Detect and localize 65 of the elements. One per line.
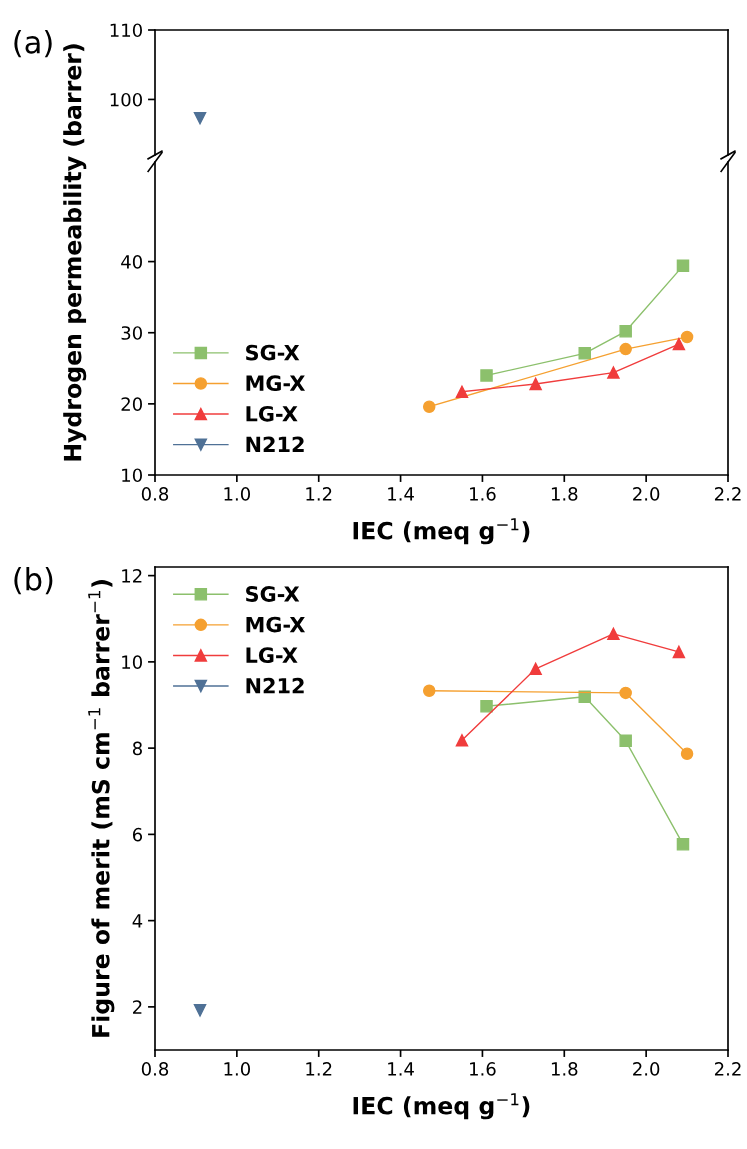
y-axis-title: Hydrogen permeability (barrer) — [63, 44, 87, 461]
y-tick-label: 2 — [133, 1000, 142, 1014]
legend-label: MG-X — [246, 616, 306, 633]
point — [619, 734, 632, 748]
point — [619, 342, 632, 356]
y-tick-label: 10 — [122, 655, 142, 669]
legend-label: SG-X — [246, 344, 300, 361]
text: (a) — [14, 30, 52, 58]
x-tick-label: 1.2 — [306, 487, 332, 501]
legend-label: LG-X — [246, 647, 298, 664]
point — [672, 337, 686, 351]
x-tick-label: 1.6 — [470, 1062, 496, 1076]
point — [529, 662, 542, 676]
x-axis-title: IEC (meq g$^{−1}$) — [353, 1093, 530, 1120]
point — [480, 700, 493, 713]
legend-label: LG-X — [246, 405, 298, 422]
x-tick-label: 0.8 — [141, 1062, 169, 1076]
y-tick-label: 10 — [122, 468, 142, 483]
point — [672, 645, 686, 659]
y-tick-label: 40 — [121, 255, 142, 269]
x-tick-label: 1.8 — [551, 487, 578, 501]
x-tick-label: 1.0 — [224, 487, 251, 501]
text: (b) — [14, 567, 53, 595]
y-tick-label: 100 — [110, 92, 142, 107]
legend-label: MG-X — [246, 375, 306, 392]
point — [676, 259, 690, 273]
x-axis-title: IEC (meq g$^{−1}$) — [353, 518, 530, 545]
y-tick-label: 20 — [121, 397, 142, 411]
point — [619, 325, 632, 338]
y-axis-title: Figure of merit (mS cm$^{−1}$ barrer$^{−1}$) — [88, 580, 115, 1037]
point — [455, 385, 469, 399]
x-tick-label: 1.8 — [551, 1062, 578, 1076]
x-tick-label: 0.8 — [141, 487, 169, 501]
x-tick-label: 2.0 — [633, 487, 660, 501]
x-tick-label: 1.6 — [470, 487, 496, 501]
y-tick-label: 4 — [132, 914, 143, 928]
x-tick-label: 1.0 — [224, 1062, 251, 1076]
point — [422, 400, 436, 413]
legend-label: SG-X — [246, 586, 300, 602]
x-tick-label: 1.2 — [306, 1062, 332, 1076]
point — [455, 734, 469, 747]
y-tick-label: 30 — [121, 326, 142, 340]
y-tick-label: 8 — [132, 741, 142, 756]
y-tick-label: 6 — [132, 827, 143, 842]
legend-label: N212 — [246, 677, 304, 694]
point — [680, 747, 694, 760]
x-tick-label: 2.2 — [714, 487, 741, 501]
point — [422, 684, 436, 698]
y-tick-label: 12 — [122, 569, 142, 583]
point — [619, 686, 632, 700]
point — [607, 366, 620, 379]
x-tick-label: 2.2 — [714, 1062, 741, 1076]
point — [578, 690, 592, 704]
point — [578, 347, 592, 360]
point — [529, 377, 542, 391]
legend-label: N212 — [246, 436, 304, 452]
point — [480, 369, 493, 382]
point — [676, 838, 690, 851]
point — [193, 1004, 207, 1017]
point — [607, 627, 620, 641]
x-tick-label: 1.4 — [388, 1062, 414, 1076]
x-tick-label: 1.4 — [388, 487, 414, 501]
x-tick-label: 2.0 — [633, 1062, 660, 1076]
y-tick-label: 110 — [110, 23, 142, 38]
point — [680, 330, 694, 344]
